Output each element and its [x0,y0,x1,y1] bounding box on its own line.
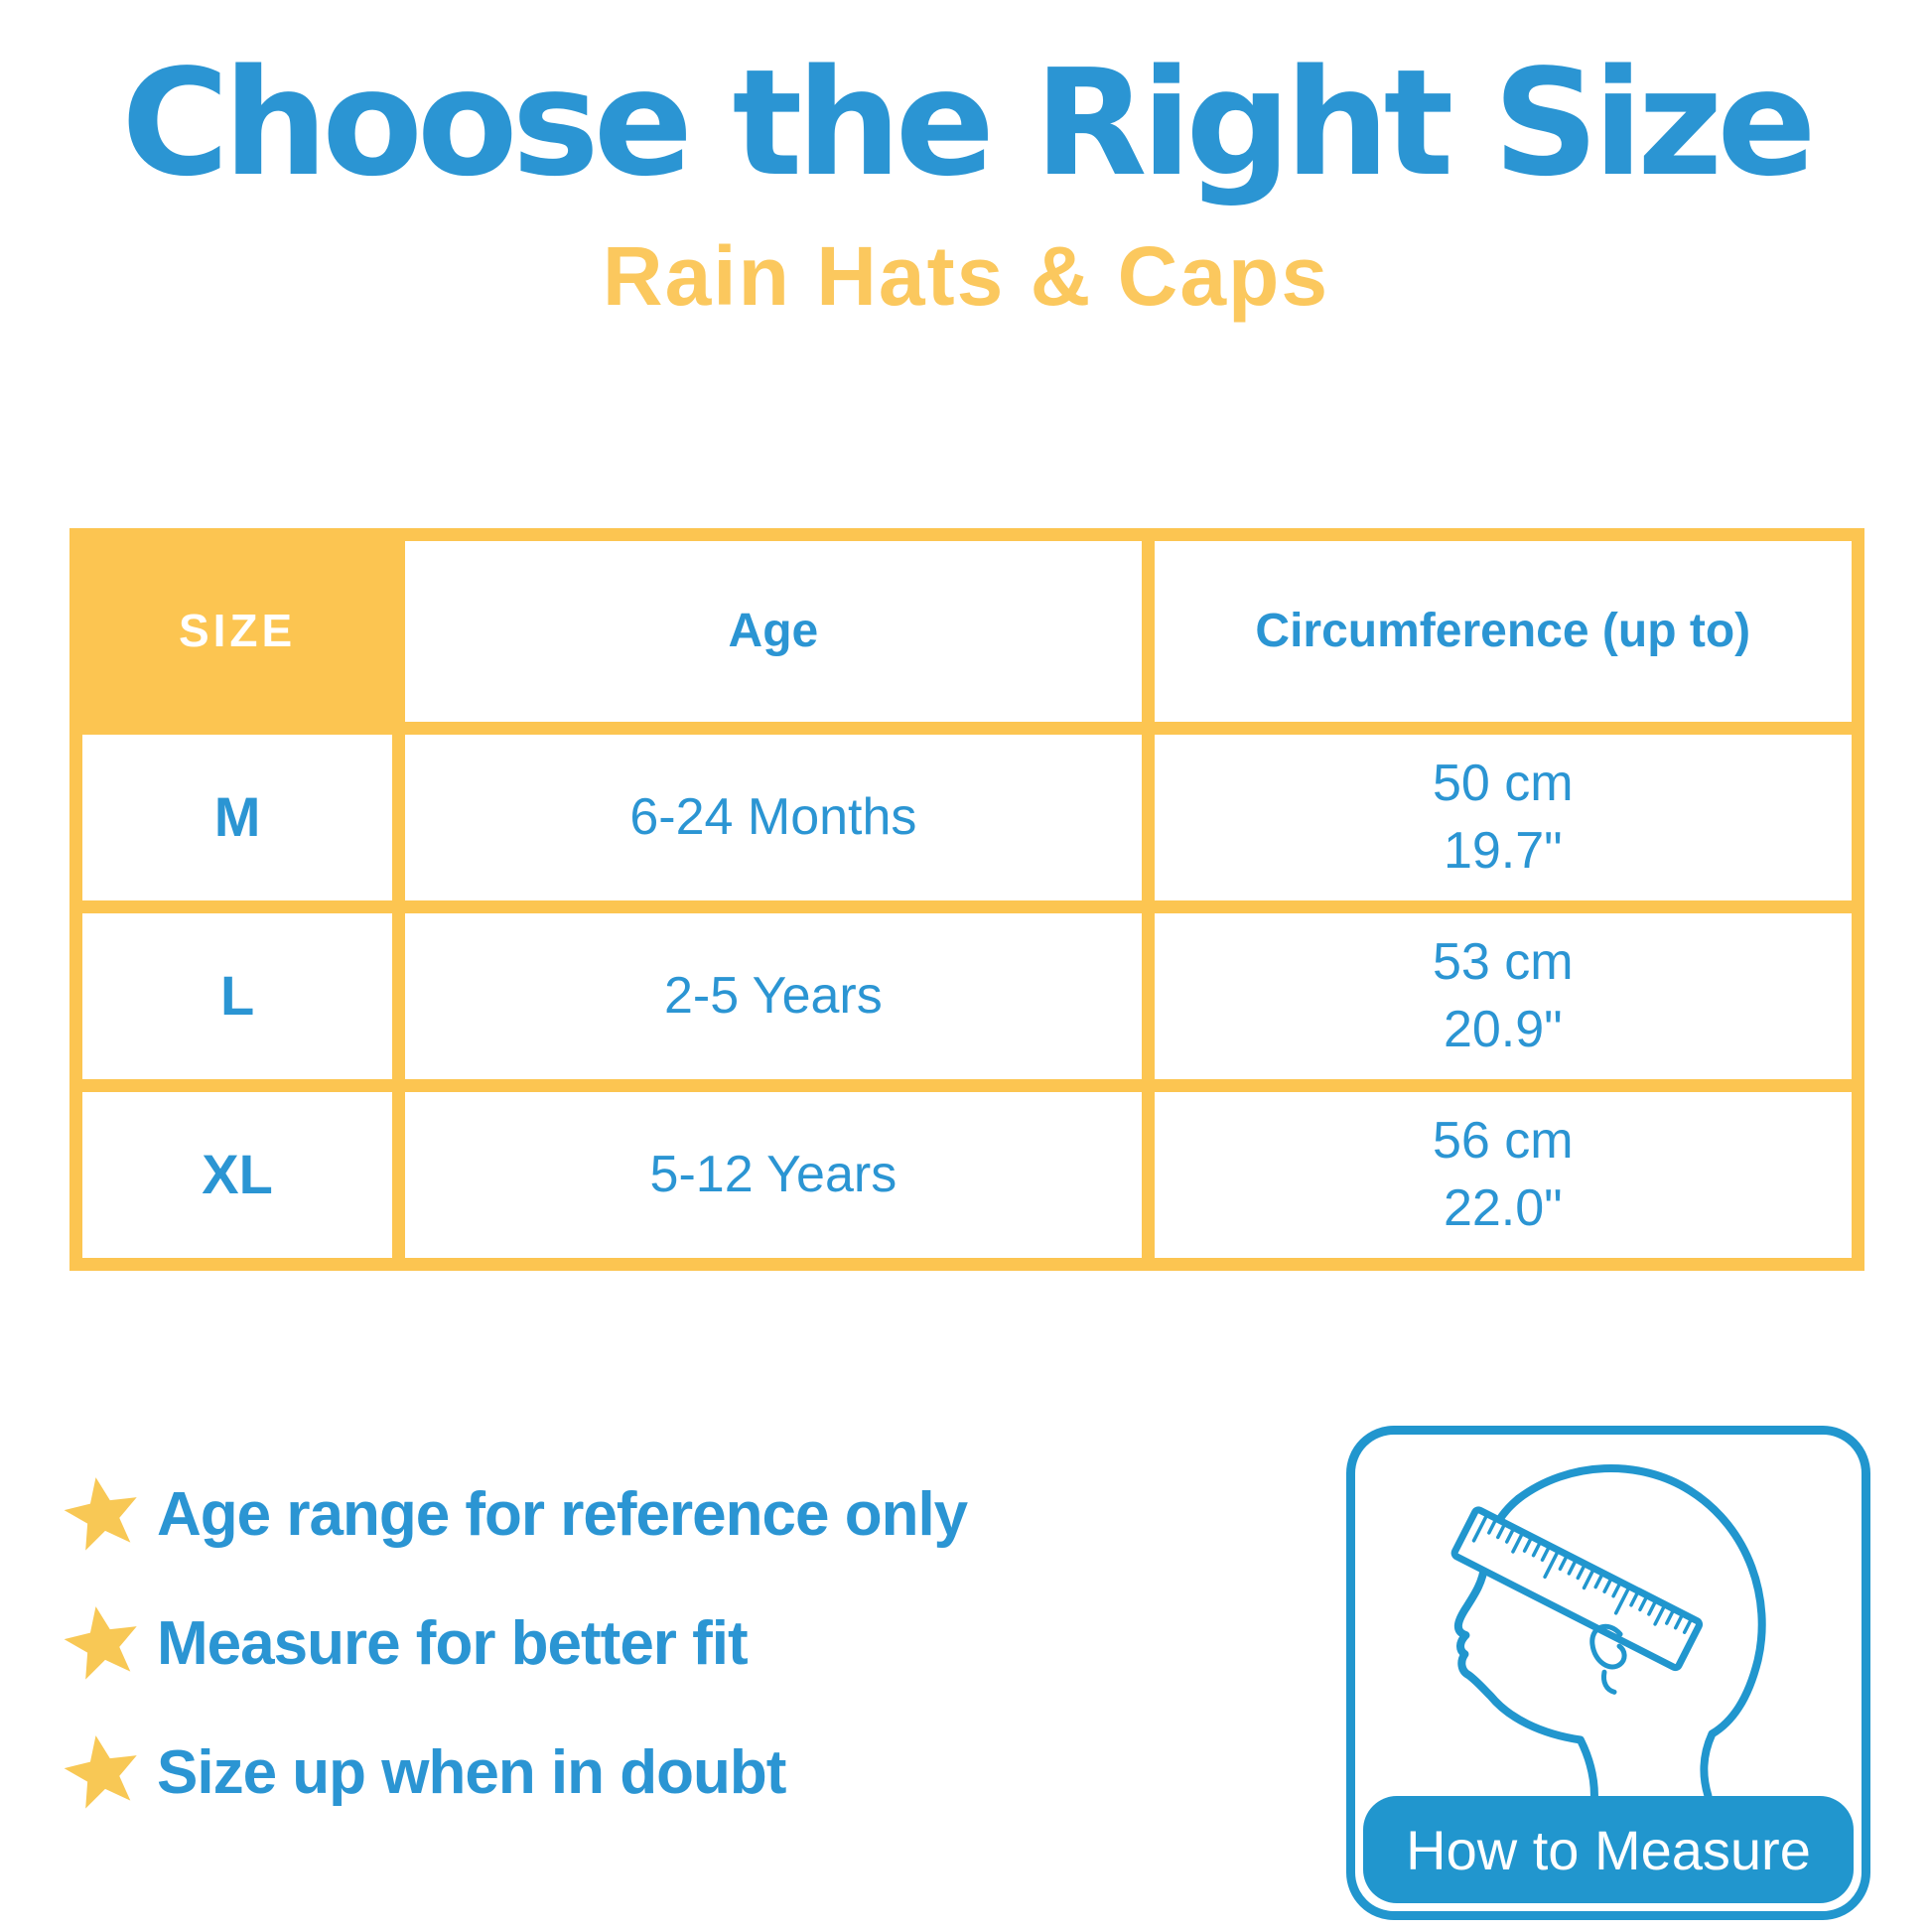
table-row-m-circumference: 50 cm 19.7" [1154,735,1852,900]
star-icon [64,1735,137,1809]
size-table-header-age: Age [405,541,1142,722]
note-label: Size up when in doubt [157,1737,786,1807]
table-row-l-circumference: 53 cm 20.9" [1154,913,1852,1079]
table-row-l-age: 2-5 Years [405,913,1142,1079]
page-subtitle: Rain Hats & Caps [602,229,1330,323]
table-row-xl-size: XL [82,1092,393,1258]
size-table-header-size: SIZE [82,541,393,722]
how-to-measure-panel: How to Measure [1346,1426,1870,1920]
size-table: SIZE Age Circumference (up to) M 6-24 Mo… [69,528,1864,1271]
table-row-xl-circumference: 56 cm 22.0" [1154,1092,1852,1258]
star-icon [64,1606,137,1680]
how-to-measure-caption-bar: How to Measure [1363,1796,1854,1903]
table-row-xl-age: 5-12 Years [405,1092,1142,1258]
circumference-cm: 53 cm [1432,932,1574,991]
table-row-m-size: M [82,735,393,900]
star-icon [64,1477,137,1551]
note-label: Age range for reference only [157,1479,968,1549]
list-item: Measure for better fit [64,1604,967,1682]
list-item: Size up when in doubt [64,1733,967,1811]
circumference-cm: 56 cm [1432,1111,1574,1170]
size-table-header-circumference: Circumference (up to) [1154,541,1852,722]
list-item: Age range for reference only [64,1475,968,1553]
table-row-l-size: L [82,913,393,1079]
note-label: Measure for better fit [157,1608,749,1678]
how-to-measure-label: How to Measure [1406,1818,1811,1881]
table-row-m-age: 6-24 Months [405,735,1142,900]
circumference-in: 19.7" [1443,821,1563,880]
head-measuring-tape-icon [1450,1464,1766,1798]
notes-list: Age range for reference only Measure for… [64,1475,968,1811]
circumference-cm: 50 cm [1432,754,1574,812]
circumference-in: 20.9" [1443,1000,1563,1058]
page-title: Choose the Right Size [121,38,1816,208]
circumference-in: 22.0" [1443,1178,1563,1237]
